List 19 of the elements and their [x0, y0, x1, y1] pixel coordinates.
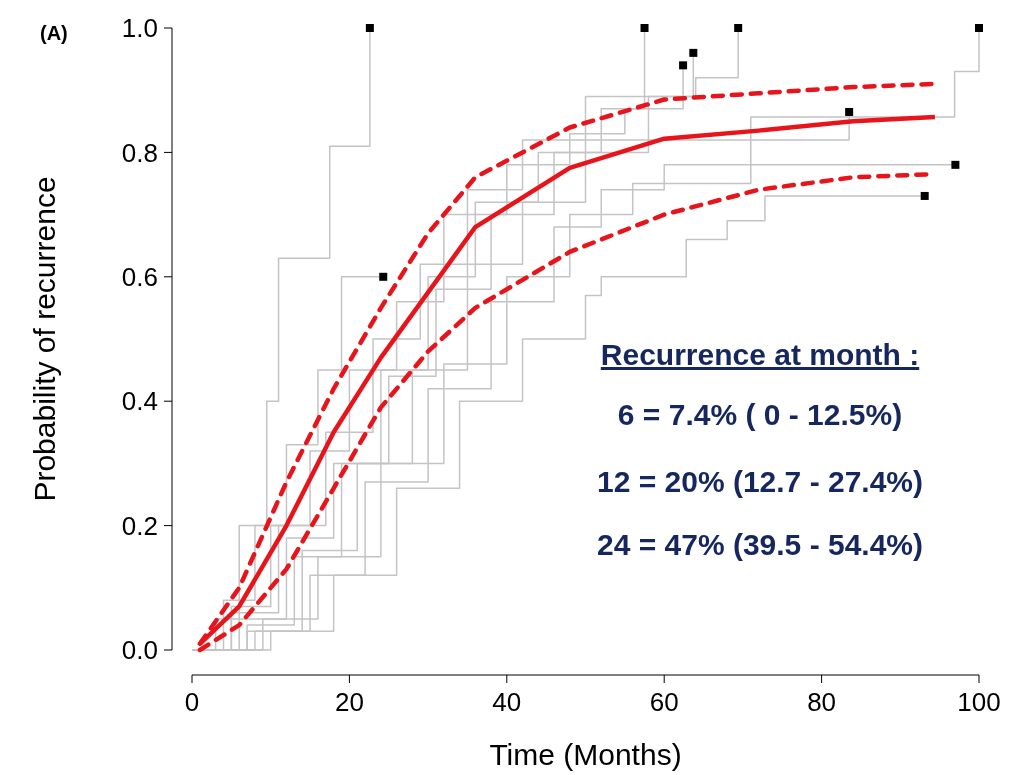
annotation: 24 = 47% (39.5 - 54.4%): [596, 528, 924, 561]
y-tick-label: 0.6: [121, 261, 158, 292]
y-tick-label: 0.8: [121, 137, 158, 168]
x-tick-label: 60: [649, 687, 679, 717]
annotation: Recurrence at month :: [600, 338, 920, 371]
x-tick-label: 40: [492, 687, 522, 717]
annotation: 12 = 20% (12.7 - 27.4%): [596, 465, 924, 498]
x-tick-label: 80: [807, 687, 837, 717]
y-tick-label: 0.4: [121, 386, 158, 417]
x-axis-title: Time (Months): [489, 738, 682, 771]
x-tick-label: 100: [957, 687, 1001, 717]
y-tick-label: 1.0: [121, 13, 158, 44]
chart-title: (A): [40, 22, 68, 44]
y-tick-label: 0.2: [121, 510, 158, 541]
x-tick-label: 0: [184, 687, 200, 717]
annotation: 6 = 7.4% ( 0 - 12.5%): [617, 398, 903, 431]
x-tick-label: 20: [334, 687, 364, 717]
y-tick-label: 0.0: [121, 635, 158, 666]
y-axis-title: Probability of recurrence: [28, 176, 61, 502]
